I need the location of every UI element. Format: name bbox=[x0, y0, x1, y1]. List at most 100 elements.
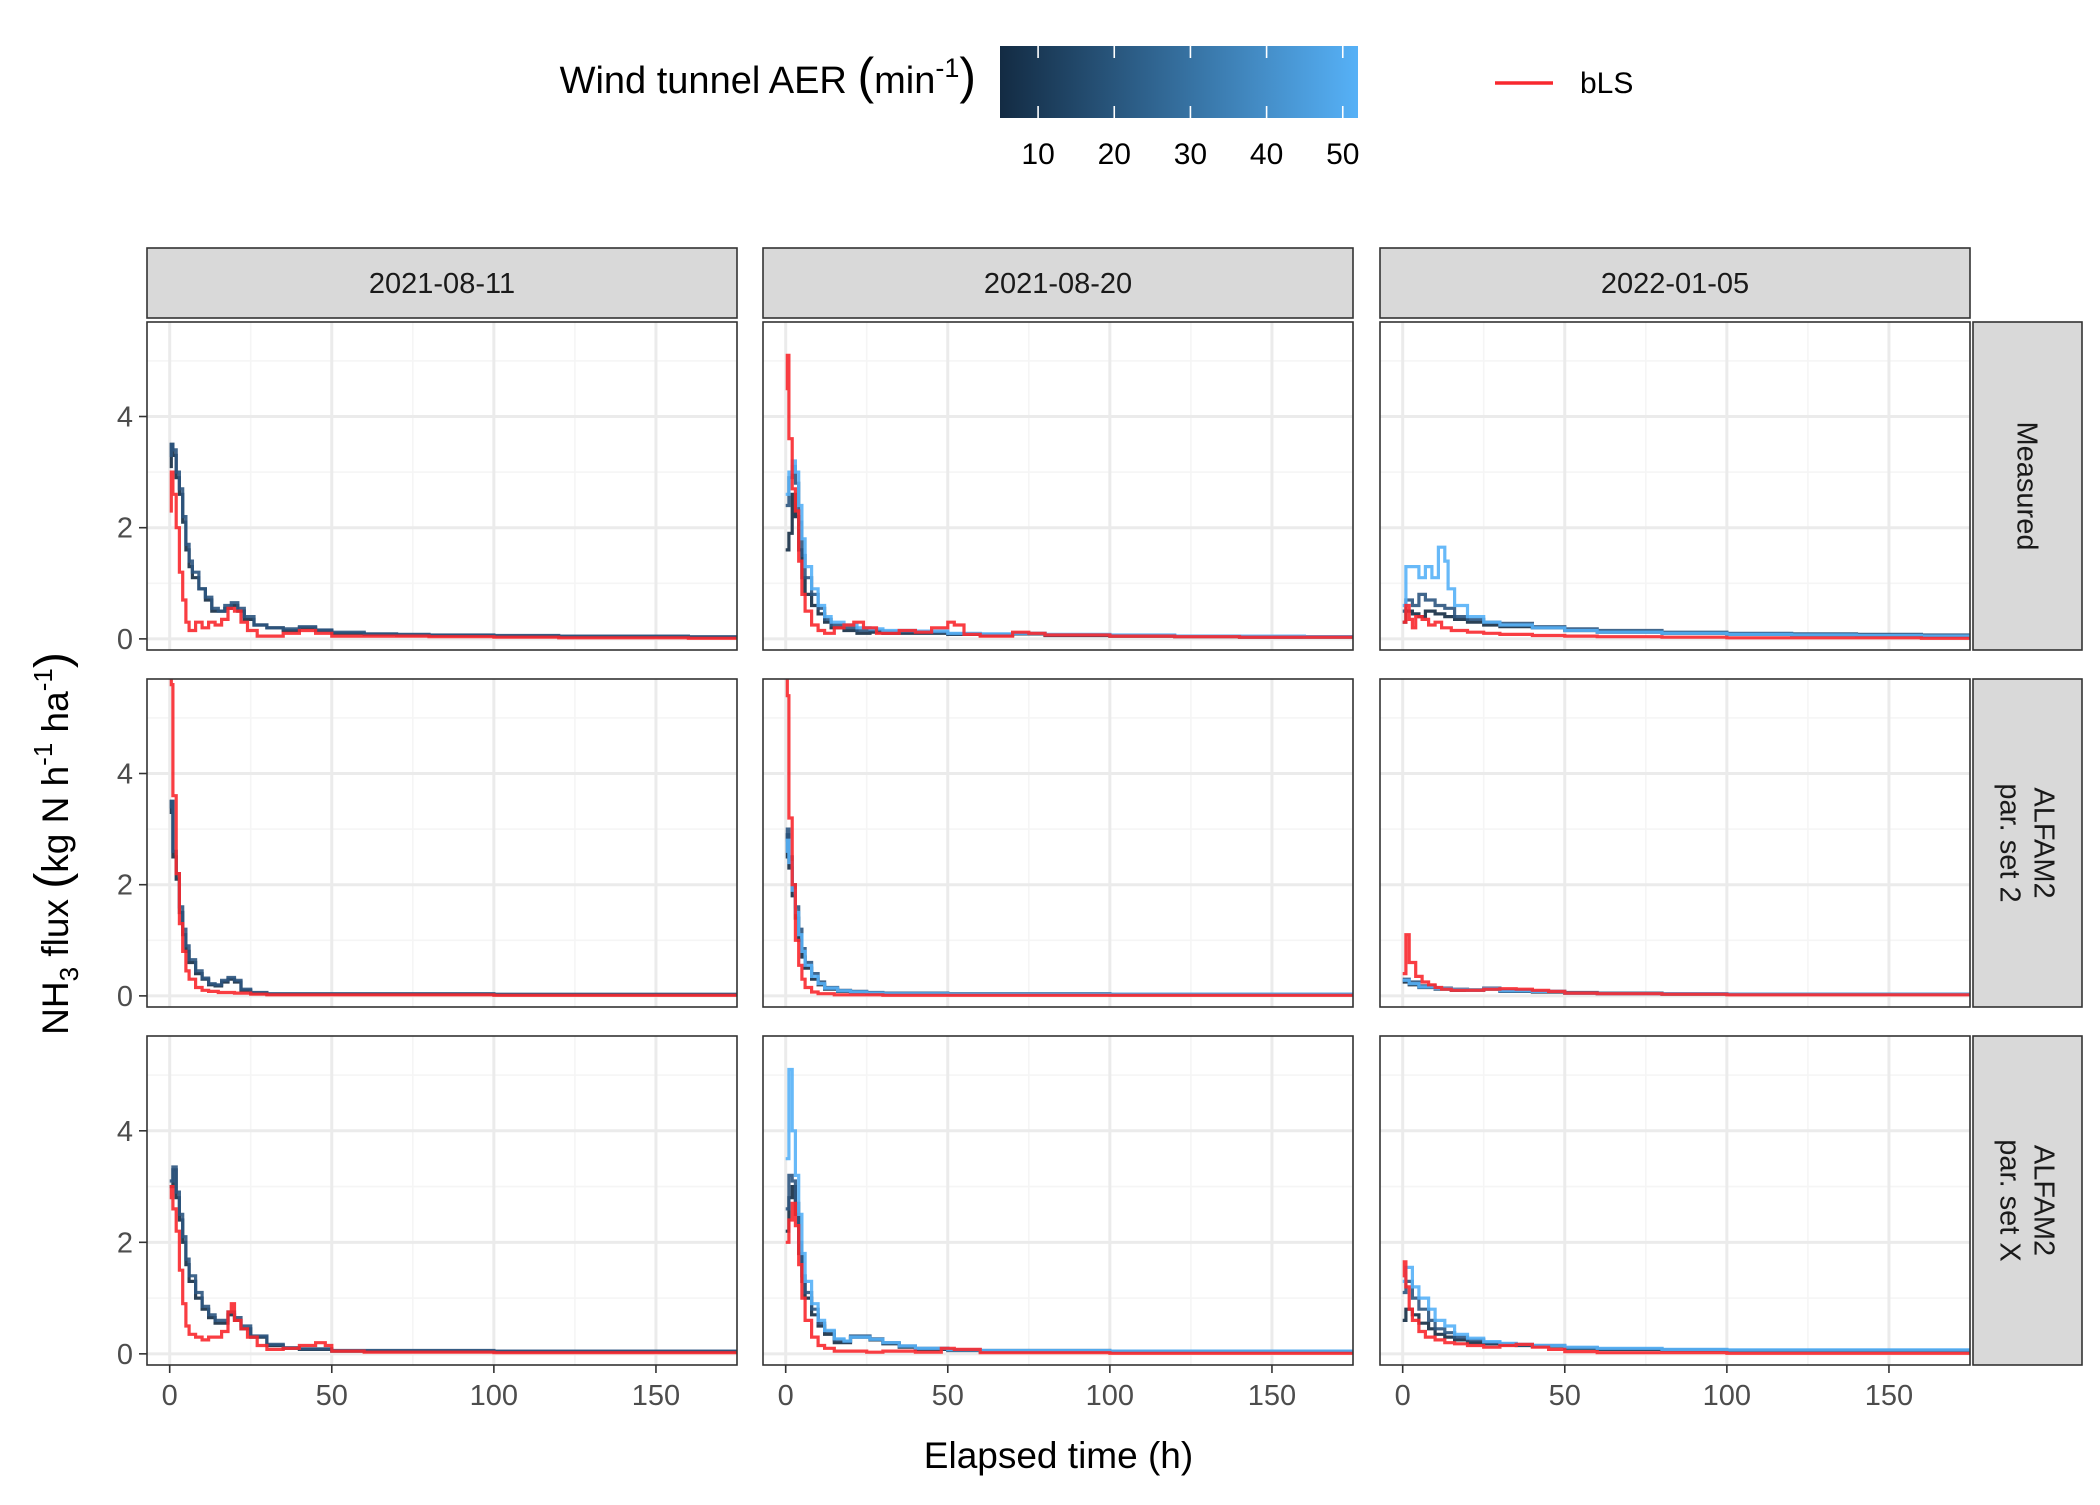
panel-r1-c1 bbox=[763, 679, 1354, 1007]
facet-strip-label: 2022-01-05 bbox=[1601, 268, 1749, 300]
colorbar-title-part: ) bbox=[959, 48, 976, 104]
facet-strip-row bbox=[1972, 1035, 2083, 1366]
panel-r0-c1 bbox=[763, 322, 1354, 650]
panel-border bbox=[1379, 678, 1971, 1008]
y-tick-label: 0 bbox=[117, 1339, 133, 1371]
panel-r2-c1 bbox=[763, 1036, 1354, 1365]
panel-r2-c2 bbox=[1380, 1036, 1971, 1365]
facet-strip-column bbox=[146, 247, 738, 319]
colorbar-tick-label: 10 bbox=[1021, 138, 1054, 171]
panel-border bbox=[1379, 321, 1971, 651]
facet-strip-label-line: ALFAM2 bbox=[2028, 787, 2060, 898]
colorbar-title-part: -1 bbox=[935, 53, 959, 83]
panel-background bbox=[147, 1036, 737, 1365]
facet-strip-label: ALFAM2par. set X bbox=[1994, 1139, 2060, 1262]
x-tick-label: 100 bbox=[470, 1380, 518, 1412]
series-group-r2-c2 bbox=[1402, 1260, 1970, 1355]
x-tick-label: 150 bbox=[1248, 1380, 1296, 1412]
x-tick-label: 0 bbox=[778, 1380, 794, 1412]
panel-background bbox=[147, 679, 737, 1007]
x-tick-label: 50 bbox=[316, 1380, 348, 1412]
series-group-r0-c0 bbox=[169, 442, 737, 640]
y-tick-label: 2 bbox=[117, 870, 133, 902]
series-line-aer-high bbox=[785, 1067, 1353, 1353]
facet-strip-label-line: ALFAM2 bbox=[2028, 1145, 2060, 1256]
facet-strip-label: ALFAM2par. set 2 bbox=[1994, 783, 2060, 902]
y-axis-title-part: flux bbox=[35, 889, 76, 967]
y-axis-title: NH3 flux (kg N h-1 ha-1) bbox=[26, 652, 84, 1035]
x-tick-label: 0 bbox=[1395, 1380, 1411, 1412]
facet-strip-column bbox=[762, 247, 1354, 319]
panel-background bbox=[1380, 679, 1970, 1007]
y-tick-label: 4 bbox=[117, 402, 133, 434]
facet-strip-label-line: par. set X bbox=[1994, 1139, 2026, 1262]
series-group-r1-c2 bbox=[1402, 933, 1970, 997]
panel-background bbox=[147, 322, 737, 650]
panel-background bbox=[1380, 1036, 1970, 1365]
panel-border bbox=[762, 321, 1354, 651]
y-axis-title-part: -1 bbox=[28, 743, 58, 766]
facet-strip-column bbox=[1379, 247, 1971, 319]
y-axis-title-part: ( bbox=[26, 873, 79, 889]
facet-strip-label-line: par. set 2 bbox=[1994, 783, 2026, 902]
panel-border bbox=[1379, 1035, 1971, 1366]
y-tick-label: 0 bbox=[117, 624, 133, 656]
x-tick-label: 50 bbox=[932, 1380, 964, 1412]
y-axis-title-part: kg N h bbox=[35, 766, 76, 873]
panel-r0-c2 bbox=[1380, 322, 1971, 650]
x-tick-label: 0 bbox=[162, 1380, 178, 1412]
panel-background bbox=[763, 679, 1353, 1007]
series-line-aer-mid bbox=[169, 442, 737, 639]
series-group-r2-c1 bbox=[785, 1067, 1353, 1355]
panel-r2-c0 bbox=[147, 1036, 738, 1365]
series-line-bls bbox=[1402, 933, 1970, 997]
colorbar-title-part: ( bbox=[857, 48, 874, 104]
series-line-bls bbox=[1402, 1260, 1970, 1355]
y-axis-title-part: ) bbox=[26, 652, 79, 668]
y-axis-title-part: 3 bbox=[54, 967, 84, 981]
y-tick-label: 4 bbox=[117, 1116, 133, 1148]
series-group-r1-c0 bbox=[169, 679, 737, 997]
panel-border bbox=[762, 678, 1354, 1008]
y-axis-title-part: -1 bbox=[28, 668, 58, 691]
panel-border bbox=[146, 678, 738, 1008]
panel-background bbox=[763, 322, 1353, 650]
x-tick-label: 150 bbox=[632, 1380, 680, 1412]
series-line-aer-high bbox=[1402, 545, 1970, 638]
panel-r1-c2 bbox=[1380, 679, 1971, 1007]
y-axis-title-part: NH bbox=[35, 981, 76, 1034]
series-group-r0-c1 bbox=[785, 353, 1353, 639]
panel-r0-c0 bbox=[147, 322, 738, 650]
facet-strip-label: Measured bbox=[2011, 422, 2043, 551]
panel-background bbox=[1380, 322, 1970, 650]
y-tick-label: 2 bbox=[117, 1227, 133, 1259]
colorbar bbox=[1000, 46, 1358, 118]
x-tick-label: 150 bbox=[1865, 1380, 1913, 1412]
facet-strip-label: 2021-08-20 bbox=[984, 268, 1132, 300]
y-tick-label: 0 bbox=[117, 981, 133, 1013]
series-line-aer-high bbox=[1402, 1265, 1970, 1352]
series-group-r2-c0 bbox=[169, 1165, 737, 1355]
y-tick-label: 4 bbox=[117, 759, 133, 791]
y-tick-label: 2 bbox=[117, 513, 133, 545]
series-group-r1-c1 bbox=[785, 679, 1353, 997]
facet-strip-label-line: Measured bbox=[2011, 422, 2043, 551]
x-tick-label: 100 bbox=[1703, 1380, 1751, 1412]
legend-label-bls: bLS bbox=[1580, 67, 1633, 100]
panel-border bbox=[146, 1035, 738, 1366]
colorbar-tick-label: 50 bbox=[1326, 138, 1359, 171]
facet-strip-label: 2021-08-11 bbox=[369, 268, 515, 300]
y-axis-title-part: ha bbox=[35, 691, 76, 743]
series-line-bls bbox=[785, 679, 1353, 997]
legend: Wind tunnel AER (min-1) 10 20 30 40 50 bLS bbox=[560, 46, 1633, 171]
series-line-bls bbox=[785, 353, 1353, 639]
colorbar-title-part: Wind tunnel AER bbox=[560, 60, 858, 102]
colorbar-tick-label: 30 bbox=[1174, 138, 1207, 171]
x-tick-label: 100 bbox=[1086, 1380, 1134, 1412]
facet-strip-row bbox=[1972, 321, 2083, 651]
panels-group bbox=[147, 322, 1971, 1365]
colorbar-tick-label: 40 bbox=[1250, 138, 1283, 171]
series-line-bls bbox=[1402, 603, 1970, 640]
